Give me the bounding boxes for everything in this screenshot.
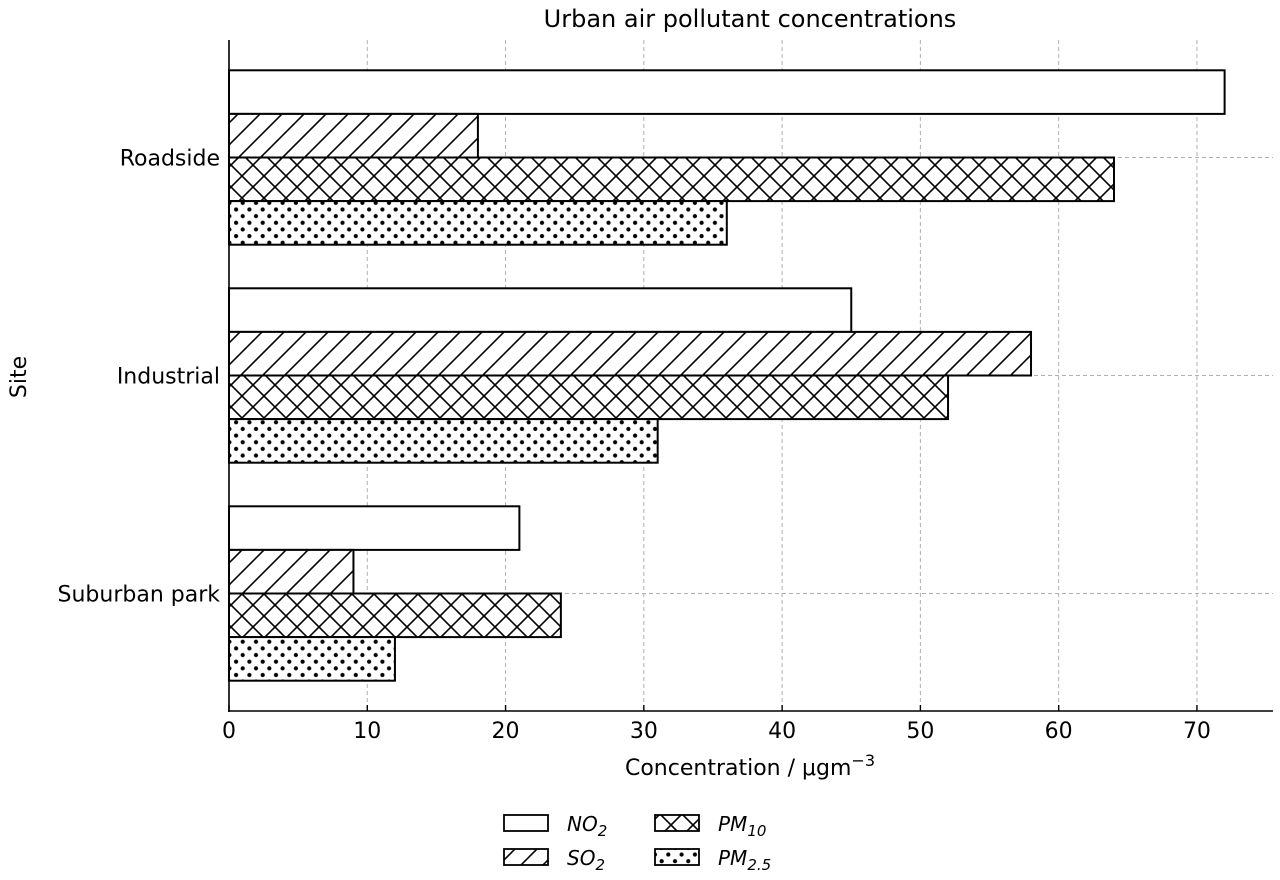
x-tick-label: 0 (222, 719, 236, 744)
bar-PM10-roadside (228, 156, 1115, 203)
bar-PM10-suburban-park (228, 592, 562, 639)
legend: NO2 SO2 PM10 PM2.5 (503, 812, 771, 874)
legend-label: SO2 (567, 846, 605, 874)
bar-NO2-industrial (228, 287, 853, 333)
legend-item-SO2: SO2 (503, 846, 605, 874)
bar-PM2.5-industrial (228, 418, 659, 464)
legend-item-PM2.5: PM2.5 (654, 846, 771, 874)
x-axis-label-exponent: −3 (851, 751, 875, 770)
bar-NO2-suburban-park (228, 505, 521, 551)
bar-SO2-suburban-park (228, 548, 355, 595)
x-tick-label: 60 (1045, 719, 1073, 744)
legend-swatch (503, 814, 549, 832)
x-tick-label: 50 (906, 719, 934, 744)
x-tick-label: 30 (630, 719, 658, 744)
legend-swatch (503, 848, 549, 866)
y-tick-label: Suburban park (58, 583, 221, 608)
bar-PM10-industrial (228, 374, 950, 421)
bar-NO2-roadside (228, 69, 1226, 115)
y-tick-label: Roadside (120, 147, 220, 172)
chart-title: Urban air pollutant concentrations (544, 5, 957, 33)
y-axis-label: Site (7, 356, 32, 398)
legend-item-PM10: PM10 (654, 812, 766, 840)
legend-item-NO2: NO2 (503, 812, 607, 840)
legend-label: PM2.5 (718, 846, 771, 874)
y-tick-label: Industrial (117, 365, 220, 390)
x-tick-labels: 0 10 20 30 40 50 60 70 (222, 719, 1211, 744)
bar-PM2.5-roadside (228, 200, 728, 246)
x-tick-label: 10 (353, 719, 381, 744)
legend-label: NO2 (567, 812, 607, 840)
x-tick-label: 40 (768, 719, 796, 744)
bars (228, 69, 1226, 682)
legend-label: PM10 (718, 812, 766, 840)
x-axis-label: Concentration / μgm−3 (625, 751, 875, 781)
x-tick-label: 20 (492, 719, 520, 744)
axes (228, 40, 1273, 712)
bar-SO2-industrial (228, 330, 1033, 377)
legend-swatch (654, 848, 700, 866)
y-tick-labels: Roadside Industrial Suburban park (58, 147, 221, 608)
x-axis-label-text: Concentration / μgm (625, 756, 851, 781)
x-tick-label: 70 (1183, 719, 1211, 744)
bar-PM2.5-suburban-park (228, 636, 396, 682)
bar-SO2-roadside (228, 112, 479, 159)
legend-swatch (654, 814, 700, 832)
